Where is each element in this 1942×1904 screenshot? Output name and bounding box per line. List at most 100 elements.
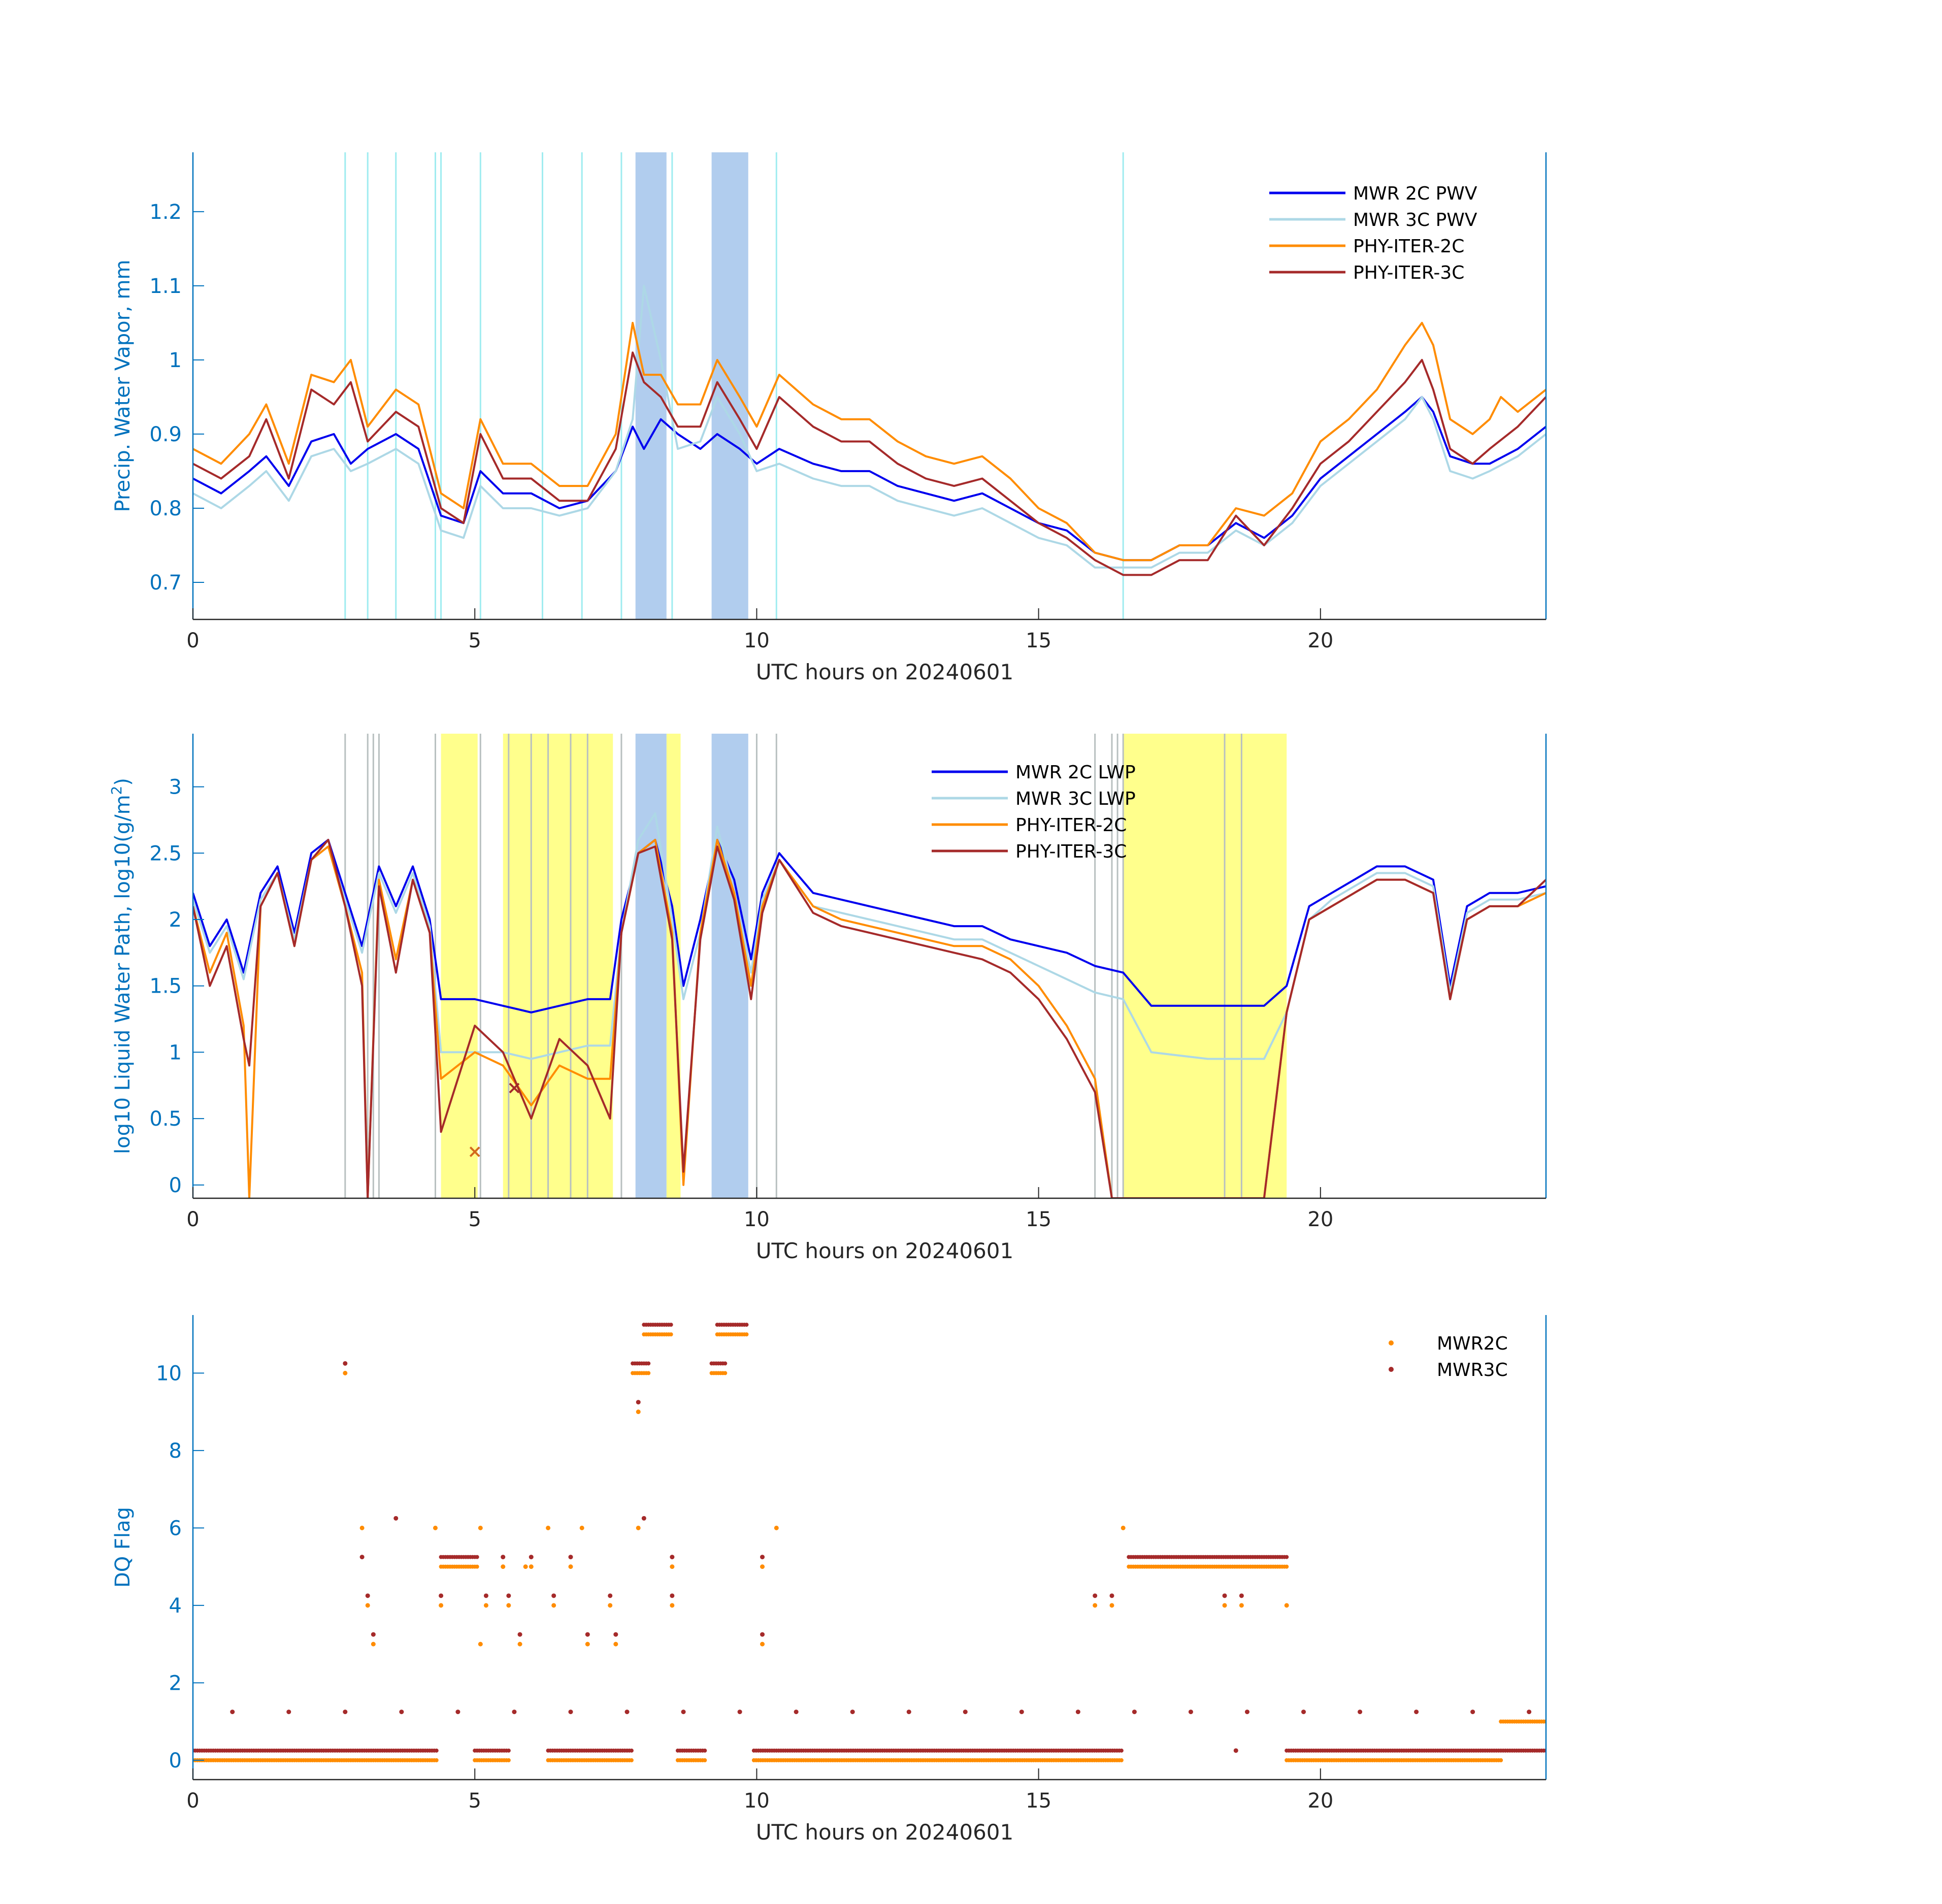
data-point — [641, 1516, 646, 1521]
data-point — [646, 1361, 651, 1366]
y-tick-label: 0.8 — [149, 497, 182, 520]
data-point — [624, 1710, 630, 1715]
data-point — [365, 1603, 370, 1608]
y-tick-label: 0.7 — [149, 571, 182, 595]
data-point — [629, 1748, 634, 1753]
y-tick-label: 0.9 — [149, 423, 182, 446]
y-tick-label: 4 — [169, 1594, 182, 1618]
data-point — [517, 1632, 522, 1637]
data-point — [1222, 1593, 1227, 1598]
data-point — [669, 1332, 673, 1337]
x-tick-label: 15 — [1026, 629, 1051, 652]
legend-label: PHY-ITER-2C — [1353, 236, 1464, 257]
y-tick-label: 1.1 — [149, 275, 182, 298]
data-point — [1239, 1603, 1244, 1608]
data-point — [1414, 1710, 1419, 1715]
x-axis-label: UTC hours on 20240601 — [756, 660, 1014, 684]
data-point — [744, 1332, 749, 1337]
shaded-span — [711, 734, 748, 1198]
data-point — [774, 1525, 779, 1530]
data-point — [343, 1370, 348, 1375]
x-marker — [509, 1082, 520, 1094]
data-point — [681, 1710, 686, 1715]
data-point — [475, 1564, 479, 1569]
chart-panel-3: 0 5 10 15 20 0 2 4 6 8 10 UTC hours on 20240601 DQ F… — [111, 1315, 1547, 1845]
data-point — [760, 1632, 765, 1637]
x-tick-label: 0 — [186, 1789, 199, 1813]
data-point — [608, 1593, 613, 1598]
data-point — [1093, 1603, 1098, 1608]
data-point — [1527, 1710, 1532, 1715]
data-point — [439, 1593, 444, 1598]
data-point — [1109, 1593, 1114, 1598]
data-point — [1222, 1603, 1227, 1608]
shaded-span — [503, 734, 613, 1198]
y-tick-label: 1.2 — [149, 201, 182, 224]
legend: MWR 2C PWV MWR 3C PWV PHY-ITER-2C PHY-ITER-… — [1269, 183, 1477, 283]
y-tick-label: 2.5 — [149, 842, 182, 865]
data-point — [613, 1642, 618, 1647]
data-point — [393, 1516, 399, 1521]
series-line — [193, 351, 1546, 576]
legend-label: MWR3C — [1437, 1360, 1508, 1381]
y-tick-label: 0.5 — [149, 1107, 182, 1131]
data-point — [529, 1555, 534, 1560]
data-point — [286, 1710, 291, 1715]
data-point — [455, 1710, 460, 1715]
series-line — [193, 321, 1546, 562]
x-tick-label: 5 — [468, 629, 481, 652]
data-point — [963, 1710, 968, 1715]
data-point — [551, 1603, 556, 1608]
y-axis-label-main: DQ Flag — [111, 1507, 135, 1588]
legend-label: MWR2C — [1437, 1333, 1508, 1354]
data-point — [1121, 1525, 1126, 1530]
legend-swatch — [1389, 1340, 1394, 1345]
data-point — [506, 1603, 511, 1608]
y-axis-label: DQ Flag — [111, 1507, 135, 1588]
data-point — [568, 1555, 573, 1560]
legend-swatch — [1389, 1367, 1394, 1372]
legend-label: PHY-ITER-2C — [1015, 815, 1127, 836]
data-point — [506, 1593, 511, 1598]
y-axis-label: Precip. Water Vapor, mm — [111, 260, 135, 512]
shaded-span — [635, 734, 667, 1198]
data-point — [1233, 1748, 1238, 1753]
y-tick-label: 0 — [169, 1749, 182, 1772]
data-point — [585, 1642, 590, 1647]
data-point — [1244, 1710, 1249, 1715]
x-tick-label: 15 — [1026, 1789, 1051, 1813]
y-tick-label: 8 — [169, 1439, 182, 1463]
data-point — [501, 1564, 506, 1569]
y-tick-label: 1 — [169, 349, 182, 372]
shaded-span — [441, 734, 478, 1198]
x-tick-label: 5 — [468, 1789, 481, 1813]
y-tick-label: 1.5 — [149, 975, 182, 998]
x-axis-label: UTC hours on 20240601 — [756, 1238, 1014, 1263]
data-point — [483, 1593, 488, 1598]
series-line — [193, 812, 1546, 1060]
data-point — [475, 1555, 479, 1559]
data-point — [529, 1564, 534, 1569]
data-point — [760, 1564, 765, 1569]
x-tick-label: 20 — [1307, 629, 1333, 652]
data-point — [359, 1525, 365, 1530]
data-point — [737, 1710, 742, 1715]
legend-label: MWR 2C PWV — [1353, 183, 1477, 204]
data-point — [670, 1603, 675, 1608]
plot-area — [193, 152, 1546, 619]
data-point — [703, 1748, 707, 1753]
data-point — [506, 1758, 511, 1762]
y-axis-label: log10 Liquid Water Path, log10(g/m2) — [108, 778, 135, 1154]
data-point — [434, 1748, 439, 1753]
data-point — [760, 1555, 765, 1560]
x-tick-label: 10 — [744, 1789, 770, 1813]
data-point — [1239, 1593, 1244, 1598]
legend: MWR2C MWR3C — [1389, 1333, 1508, 1381]
data-point — [439, 1603, 444, 1608]
y-tick-label: 2 — [169, 908, 182, 932]
y-axis-label-main: Precip. Water Vapor, mm — [111, 260, 135, 512]
data-point — [1188, 1710, 1193, 1715]
y-axis-label-sup: 2 — [108, 786, 125, 795]
data-point — [365, 1593, 370, 1598]
series-line — [193, 396, 1546, 562]
